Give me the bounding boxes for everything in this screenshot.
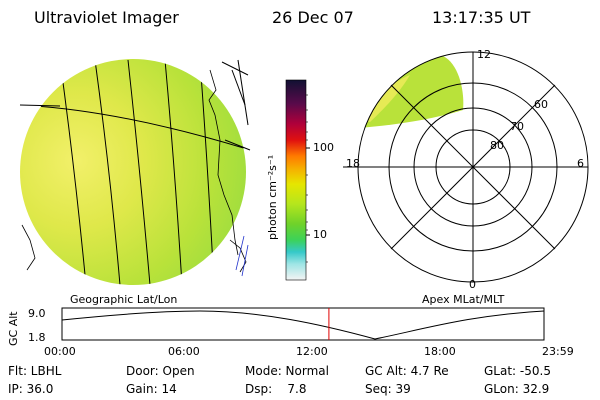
status-ip: IP: 36.0 xyxy=(8,382,54,396)
status-glon: GLon: 32.9 xyxy=(484,382,550,396)
mlat-label-60: 60 xyxy=(534,98,548,111)
mlat-label-80: 80 xyxy=(490,139,504,152)
time-tick-1800: 18:00 xyxy=(424,345,456,358)
altitude-curve xyxy=(61,310,545,340)
status-dsp: Dsp: 7.8 xyxy=(245,382,307,396)
mlt-label-12: 12 xyxy=(477,48,491,61)
time-tick-1200: 12:00 xyxy=(296,345,328,358)
time-tick-2359: 23:59 xyxy=(542,345,574,358)
mlt-label-18: 18 xyxy=(346,157,360,170)
auroral-image-region xyxy=(358,55,464,128)
time-tick-0600: 06:00 xyxy=(168,345,200,358)
colorbar-tick-100: 100 xyxy=(313,141,334,154)
mlt-label-6: 6 xyxy=(577,157,584,170)
coastlines xyxy=(21,69,247,273)
polar-caption: Apex MLat/MLT xyxy=(422,293,505,306)
geo-grid-lines xyxy=(20,59,246,285)
status-mode: Mode: Normal xyxy=(245,364,329,378)
alt-tick-1-8: 1.8 xyxy=(28,331,46,344)
alt-ylabel: GC Alt xyxy=(7,311,20,346)
status-flt: Flt: LBHL xyxy=(8,364,62,378)
mlat-label-70: 70 xyxy=(510,120,524,133)
status-glat: GLat: -50.5 xyxy=(484,364,551,378)
date-label: 26 Dec 07 xyxy=(272,8,354,27)
status-gc-alt: GC Alt: 4.7 Re xyxy=(365,364,449,378)
colorbar-tick-10: 10 xyxy=(313,228,327,241)
earth-disk xyxy=(20,59,246,285)
time-tick-0000: 00:00 xyxy=(44,345,76,358)
time-label: 13:17:35 UT xyxy=(432,8,531,27)
grid-extensions xyxy=(19,59,251,151)
status-seq: Seq: 39 xyxy=(365,382,411,396)
mlt-label-0: 0 xyxy=(469,278,476,291)
instrument-title: Ultraviolet Imager xyxy=(34,8,179,27)
alt-tick-9: 9.0 xyxy=(28,307,46,320)
terminator-lines xyxy=(235,235,249,277)
polar-grid xyxy=(343,51,589,283)
status-gain: Gain: 14 xyxy=(126,382,177,396)
geo-caption: Geographic Lat/Lon xyxy=(70,293,178,306)
status-door: Door: Open xyxy=(126,364,195,378)
